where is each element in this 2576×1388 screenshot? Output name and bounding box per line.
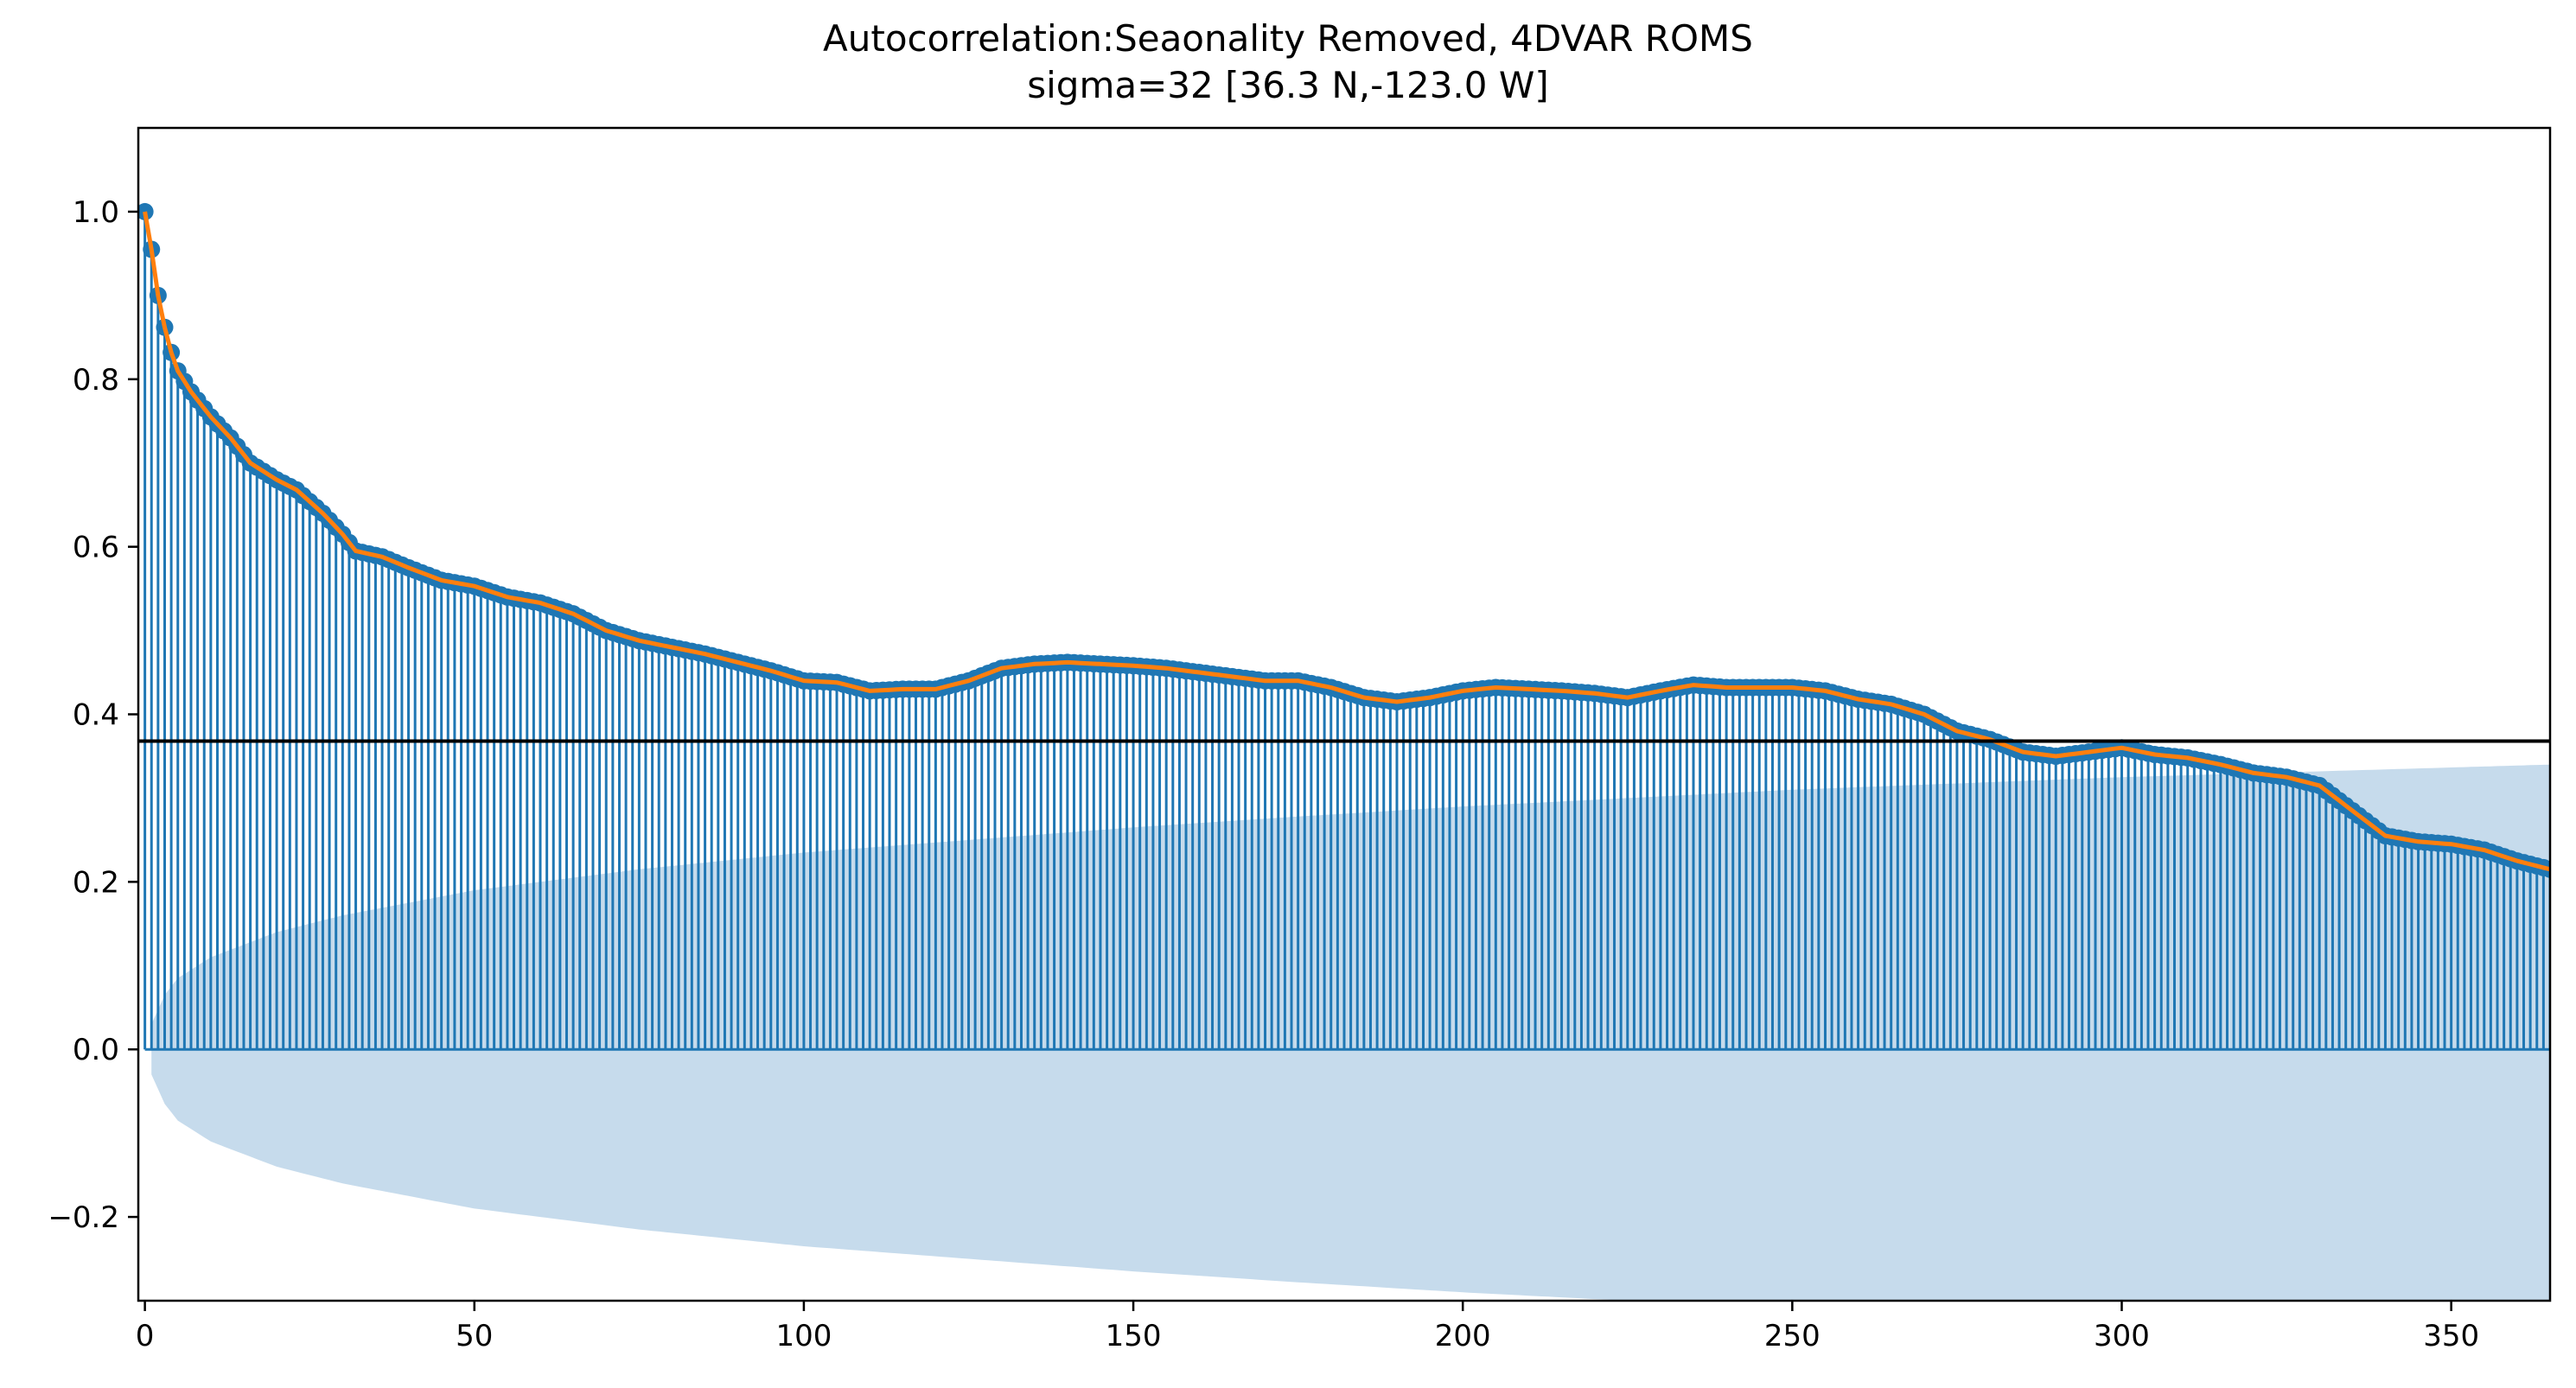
y-tick-label: −0.2 bbox=[48, 1200, 119, 1235]
x-tick-label: 0 bbox=[136, 1319, 155, 1353]
chart-title-block: Autocorrelation:Seaonality Removed, 4DVA… bbox=[0, 16, 2576, 109]
y-tick-label: 0.8 bbox=[73, 363, 119, 398]
x-tick-label: 200 bbox=[1435, 1319, 1491, 1353]
x-tick-label: 50 bbox=[456, 1319, 493, 1353]
y-tick-label: 0.0 bbox=[73, 1033, 119, 1067]
x-tick-label: 250 bbox=[1764, 1319, 1820, 1353]
smoothed-acf-line bbox=[143, 211, 2550, 872]
y-tick-label: 1.0 bbox=[73, 195, 119, 230]
acf-stems bbox=[138, 202, 2550, 1051]
x-axis: 0 50 100 150 200 250 300 350 bbox=[136, 1301, 2479, 1353]
chart-subtitle: sigma=32 [36.3 N,-123.0 W] bbox=[1027, 64, 1549, 106]
x-tick-label: 100 bbox=[775, 1319, 832, 1353]
y-axis: 1.0 0.8 0.6 0.4 0.2 0.0 −0.2 bbox=[48, 195, 138, 1235]
plot-area bbox=[138, 202, 2550, 1301]
y-tick-label: 0.6 bbox=[73, 531, 119, 565]
x-tick-label: 300 bbox=[2094, 1319, 2150, 1353]
x-tick-label: 150 bbox=[1106, 1319, 1162, 1353]
y-tick-label: 0.4 bbox=[73, 698, 119, 733]
x-tick-label: 350 bbox=[2423, 1319, 2479, 1353]
y-tick-label: 0.2 bbox=[73, 865, 119, 900]
chart-title: Autocorrelation:Seaonality Removed, 4DVA… bbox=[823, 17, 1753, 60]
